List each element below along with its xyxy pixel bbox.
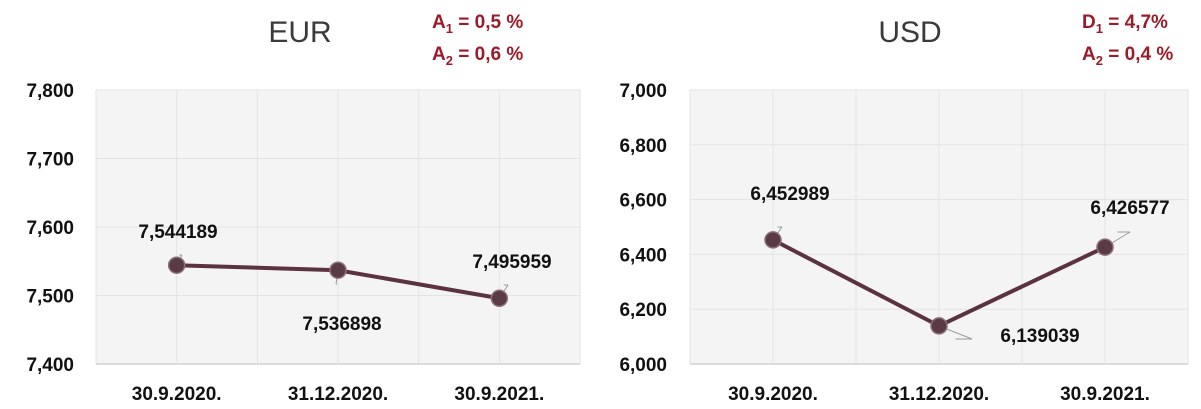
y-tick-label: 7,600 bbox=[26, 218, 74, 239]
y-tick-label: 6,400 bbox=[619, 245, 667, 266]
x-tick-label: 30.9.2021. bbox=[454, 384, 544, 405]
change-note: A2 = 0,4 % bbox=[1082, 44, 1173, 68]
x-tick-label: 30.9.2020. bbox=[132, 384, 222, 405]
x-tick-label: 30.9.2020. bbox=[728, 384, 818, 405]
chart-title: EUR bbox=[268, 16, 331, 49]
y-tick-label: 7,700 bbox=[26, 150, 74, 171]
y-tick-label: 7,000 bbox=[619, 81, 667, 102]
data-point bbox=[167, 256, 186, 274]
y-tick-label: 6,200 bbox=[619, 300, 667, 321]
data-label: 7,544189 bbox=[138, 222, 217, 243]
data-label: 7,536898 bbox=[302, 314, 381, 335]
y-tick-label: 6,600 bbox=[619, 191, 667, 212]
data-label: 6,426577 bbox=[1090, 198, 1169, 219]
data-point bbox=[764, 231, 782, 249]
data-point bbox=[490, 289, 509, 308]
data-label: 6,139039 bbox=[1000, 326, 1079, 347]
data-point bbox=[329, 261, 347, 279]
chart-title: USD bbox=[878, 16, 941, 49]
data-label: 6,452989 bbox=[750, 184, 829, 205]
y-tick-label: 7,800 bbox=[26, 81, 74, 102]
y-tick-label: 6,000 bbox=[619, 355, 667, 376]
y-tick-label: 6,800 bbox=[619, 136, 667, 157]
chart-eur: 7,400 7,500 7,600 7,700 7,800 30.9.2020. 31.12… bbox=[26, 12, 581, 405]
data-label: 7,495959 bbox=[472, 252, 551, 273]
y-tick-label: 7,400 bbox=[26, 355, 74, 376]
data-point bbox=[930, 317, 948, 335]
x-tick-label: 31.12.2020. bbox=[889, 384, 989, 405]
x-tick-label: 30.9.2021. bbox=[1060, 384, 1150, 405]
x-tick-label: 31.12.2020. bbox=[288, 384, 388, 405]
change-note: A2 = 0,6 % bbox=[432, 44, 523, 68]
chart-usd: 6,000 6,200 6,400 6,600 6,800 7,000 30.9.2020.… bbox=[619, 12, 1189, 405]
y-tick-label: 7,500 bbox=[26, 287, 74, 308]
change-note: D1 = 4,7% bbox=[1082, 12, 1168, 36]
change-note: A1 = 0,5 % bbox=[432, 12, 523, 36]
data-point bbox=[1096, 238, 1114, 256]
